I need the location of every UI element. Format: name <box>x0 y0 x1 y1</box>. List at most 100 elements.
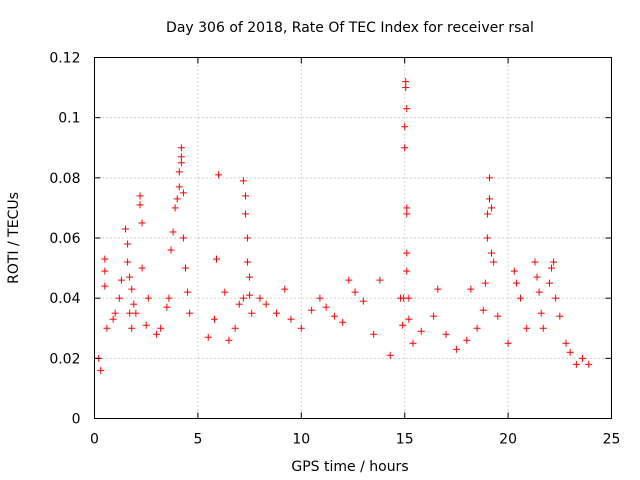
data-point <box>239 294 247 302</box>
data-point <box>401 144 409 152</box>
data-point <box>434 285 442 293</box>
data-point <box>562 339 570 347</box>
data-point <box>550 258 558 266</box>
data-point <box>175 183 183 191</box>
data-point <box>136 192 144 200</box>
data-point <box>181 264 189 272</box>
data-point <box>376 276 384 284</box>
data-point <box>204 333 212 341</box>
data-point <box>179 189 187 197</box>
data-point <box>403 267 411 275</box>
data-point <box>488 249 496 257</box>
data-point <box>308 306 316 314</box>
data-point <box>136 201 144 209</box>
y-tick-label: 0 <box>72 412 81 428</box>
data-point <box>241 192 249 200</box>
data-point <box>239 177 247 185</box>
data-point <box>101 282 109 290</box>
data-point <box>417 327 425 335</box>
data-point <box>483 234 491 242</box>
x-tick-label: 0 <box>90 432 99 448</box>
data-point <box>177 144 185 152</box>
y-axis-label: ROTI / TECUs <box>6 192 22 284</box>
data-point <box>235 300 243 308</box>
data-point <box>153 330 161 338</box>
data-point <box>485 174 493 182</box>
data-point <box>221 288 229 296</box>
data-point <box>287 315 295 323</box>
data-point <box>132 309 140 317</box>
data-point <box>244 258 252 266</box>
data-point <box>117 276 125 284</box>
data-point <box>128 324 136 332</box>
data-point <box>339 318 347 326</box>
data-point <box>409 339 417 347</box>
y-tick-labels: 0 0.02 0.04 0.06 0.08 0.1 0.12 <box>49 51 80 428</box>
data-point <box>246 273 254 281</box>
data-point <box>126 309 134 317</box>
data-point <box>316 294 324 302</box>
data-point <box>101 267 109 275</box>
data-point <box>533 273 541 281</box>
data-point <box>297 324 305 332</box>
data-point <box>566 348 574 356</box>
data-point <box>248 309 256 317</box>
grid <box>94 57 612 419</box>
data-point <box>231 324 239 332</box>
data-point <box>510 267 518 275</box>
data-point <box>130 300 138 308</box>
data-point <box>122 225 130 233</box>
data-point <box>535 288 543 296</box>
data-point <box>403 204 411 212</box>
data-point <box>351 288 359 296</box>
data-point <box>256 294 264 302</box>
data-point <box>138 264 146 272</box>
data-point <box>548 264 556 272</box>
y-tick-label: 0.1 <box>58 111 80 127</box>
y-tick-label: 0.02 <box>49 351 80 367</box>
data-point <box>556 312 564 320</box>
data-point <box>177 159 185 167</box>
data-point <box>213 255 221 263</box>
data-point <box>165 294 173 302</box>
data-point <box>330 312 338 320</box>
y-tick-label: 0.12 <box>49 51 80 67</box>
data-point <box>405 294 413 302</box>
data-point <box>124 240 132 248</box>
data-point <box>467 285 475 293</box>
x-tick-labels: 0 5 10 15 20 25 <box>90 432 620 448</box>
data-points <box>95 78 593 374</box>
data-point <box>169 228 177 236</box>
data-point <box>345 276 353 284</box>
data-point <box>572 360 580 368</box>
y-tick-label: 0.08 <box>49 171 80 187</box>
data-point <box>225 336 233 344</box>
data-point <box>142 321 150 329</box>
data-point <box>512 279 520 287</box>
data-point <box>463 336 471 344</box>
x-tick-label: 20 <box>499 432 517 448</box>
data-point <box>545 279 553 287</box>
y-tick-label: 0.06 <box>49 231 80 247</box>
x-tick-label: 5 <box>193 432 202 448</box>
data-point <box>490 258 498 266</box>
data-point <box>539 324 547 332</box>
data-point <box>173 195 181 203</box>
data-point <box>177 153 185 161</box>
data-point <box>488 204 496 212</box>
x-tick-label: 10 <box>292 432 310 448</box>
data-point <box>401 123 409 131</box>
data-point <box>452 345 460 353</box>
data-point <box>579 354 587 362</box>
data-point <box>171 204 179 212</box>
data-point <box>186 309 194 317</box>
data-point <box>241 210 249 218</box>
data-point <box>103 324 111 332</box>
data-point <box>124 258 132 266</box>
data-point <box>399 321 407 329</box>
data-point <box>322 303 330 311</box>
y-tick-label: 0.04 <box>49 291 80 307</box>
x-axis-label: GPS time / hours <box>291 459 408 475</box>
data-point <box>179 234 187 242</box>
data-point <box>246 291 254 299</box>
